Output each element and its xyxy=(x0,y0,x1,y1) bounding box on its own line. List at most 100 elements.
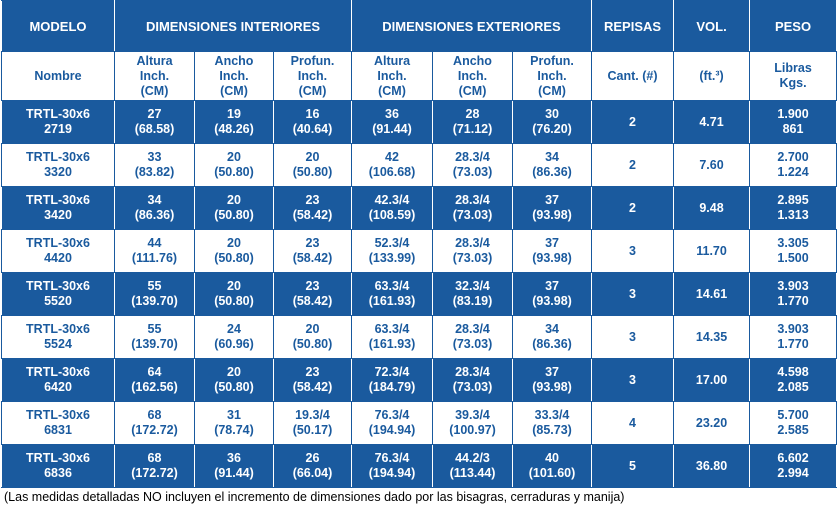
data-cell: TRTL-30x6 6836 xyxy=(1,444,115,488)
cell-line: (73.03) xyxy=(452,380,493,394)
data-cell: 33.3/4 (85.73) xyxy=(511,401,593,445)
data-cell: 44.2/3 (113.44) xyxy=(432,444,513,488)
cell-line: 7.60 xyxy=(699,157,724,172)
cell-line: 4420 xyxy=(44,251,72,265)
data-cell: TRTL-30x6 6831 xyxy=(1,401,115,445)
cell-line: Profun. xyxy=(530,53,574,68)
data-cell: 37 (93.98) xyxy=(511,229,593,273)
cell-line: 2.895 xyxy=(777,193,809,207)
cell-line: 20 xyxy=(227,365,241,379)
cell-line: (93.98) xyxy=(532,294,572,308)
cell-line: 6.602 xyxy=(777,451,809,465)
cell-line: 36 xyxy=(385,107,399,121)
cell-line: (111.76) xyxy=(131,251,178,265)
cell-line: (91.44) xyxy=(372,122,412,136)
cell-line: 861 xyxy=(782,122,804,136)
subheader-cell: Cant. (#) xyxy=(591,51,675,101)
cell-line: TRTL-30x6 xyxy=(26,193,90,207)
cell-line: 28.3/4 xyxy=(455,150,490,164)
data-cell: 26 (66.04) xyxy=(273,444,352,488)
cell-line: 20 xyxy=(305,150,320,164)
cell-line: 37 xyxy=(545,279,559,293)
data-cell: 28.3/4 (73.03) xyxy=(432,315,513,359)
data-cell: 20 (50.80) xyxy=(194,358,274,402)
cell-line: TRTL-30x6 xyxy=(26,279,90,293)
cell-line: (108.59) xyxy=(368,208,416,222)
cell-line: 63.3/4 xyxy=(374,322,410,336)
cell-line: 36 xyxy=(227,451,241,465)
cell-line: TRTL-30x6 xyxy=(26,236,90,250)
cell-line: 42.3/4 xyxy=(374,193,410,207)
cell-line: Altura xyxy=(373,53,411,68)
cell-line: 44.2/3 xyxy=(455,451,490,465)
cell-line: (86.36) xyxy=(532,337,572,351)
data-cell: 44 (111.76) xyxy=(114,229,195,273)
cell-line: 28 xyxy=(465,107,480,121)
cell-line: 2.700 xyxy=(777,150,809,164)
cell-line: 2 xyxy=(629,200,636,215)
cell-line: (68.58) xyxy=(134,122,175,136)
data-cell: 76.3/4 (194.94) xyxy=(351,444,433,488)
data-cell: 7.60 xyxy=(673,143,751,187)
data-row: TRTL-30x6 4420 44 (111.76) 20 (50.80) 23 (58.42… xyxy=(1,229,837,273)
data-cell: 68 (172.72) xyxy=(114,401,195,445)
data-cell: 6.602 2.994 xyxy=(749,444,837,488)
cell-line: 19.3/4 xyxy=(295,408,330,422)
cell-line: (83.19) xyxy=(452,294,493,308)
cell-line: 4 xyxy=(629,415,636,430)
cell-line: 1.900 xyxy=(777,107,809,121)
data-cell: 3 xyxy=(591,358,675,402)
data-cell: TRTL-30x6 6420 xyxy=(1,358,115,402)
cell-line: 27 xyxy=(147,107,162,121)
cell-line: (50.80) xyxy=(214,165,254,179)
cell-line: 19 xyxy=(227,107,241,121)
cell-line: (172.72) xyxy=(131,466,178,480)
header-cell: PESO xyxy=(749,0,837,52)
data-cell: 11.70 xyxy=(673,229,751,273)
data-cell: 40 (101.60) xyxy=(511,444,593,488)
cell-line: (50.80) xyxy=(214,251,254,265)
data-cell: 64 (162.56) xyxy=(114,358,195,402)
cell-line: 23 xyxy=(305,193,320,207)
data-cell: 5 xyxy=(591,444,675,488)
data-cell: 63.3/4 (161.93) xyxy=(351,272,433,316)
cell-line: 2719 xyxy=(44,122,72,136)
cell-line: (CM) xyxy=(140,83,169,98)
data-cell: 16 (40.64) xyxy=(273,100,352,144)
data-row: TRTL-30x6 3420 34 (86.36) 20 (50.80) 23 (58.42)… xyxy=(1,186,837,230)
cell-line: 37 xyxy=(545,193,559,207)
cell-line: 23 xyxy=(305,236,320,250)
cell-line: (86.36) xyxy=(532,165,572,179)
data-cell: 55 (139.70) xyxy=(114,272,195,316)
cell-line: TRTL-30x6 xyxy=(26,322,90,336)
data-cell: 14.61 xyxy=(673,272,751,316)
data-cell: 3 xyxy=(591,272,675,316)
data-cell: 36 (91.44) xyxy=(351,100,433,144)
cell-line: 5 xyxy=(629,458,636,473)
data-cell: 19 (48.26) xyxy=(194,100,274,144)
cell-line: (50.17) xyxy=(292,423,333,437)
cell-line: (76.20) xyxy=(532,122,572,136)
cell-line: (93.98) xyxy=(532,251,572,265)
cell-line: (CM) xyxy=(458,83,487,98)
cell-line: Inch. xyxy=(219,68,249,83)
cell-line: (58.42) xyxy=(292,380,333,394)
data-cell: 20 (50.80) xyxy=(194,186,274,230)
header-cell: DIMENSIONES INTERIORES xyxy=(114,0,352,52)
cell-line: 37 xyxy=(545,365,559,379)
cell-line: 20 xyxy=(227,236,241,250)
cell-line: 23 xyxy=(305,279,320,293)
cell-line: (40.64) xyxy=(292,122,333,136)
data-cell: 14.35 xyxy=(673,315,751,359)
data-cell: 5.700 2.585 xyxy=(749,401,837,445)
cell-line: (CM) xyxy=(538,83,566,98)
footnote: (Las medidas detalladas NO incluyen el i… xyxy=(4,490,625,504)
cell-line: 2 xyxy=(629,114,636,129)
header-cell: DIMENSIONES EXTERIORES xyxy=(350,0,593,52)
header-cell: VOL. xyxy=(673,0,751,52)
data-cell: 32.3/4 (83.19) xyxy=(432,272,513,316)
subheader-cell: (ft.³) xyxy=(673,51,751,101)
data-cell: 55 (139.70) xyxy=(114,315,195,359)
cell-line: (91.44) xyxy=(214,466,254,480)
data-cell: 3.903 1.770 xyxy=(749,315,837,359)
